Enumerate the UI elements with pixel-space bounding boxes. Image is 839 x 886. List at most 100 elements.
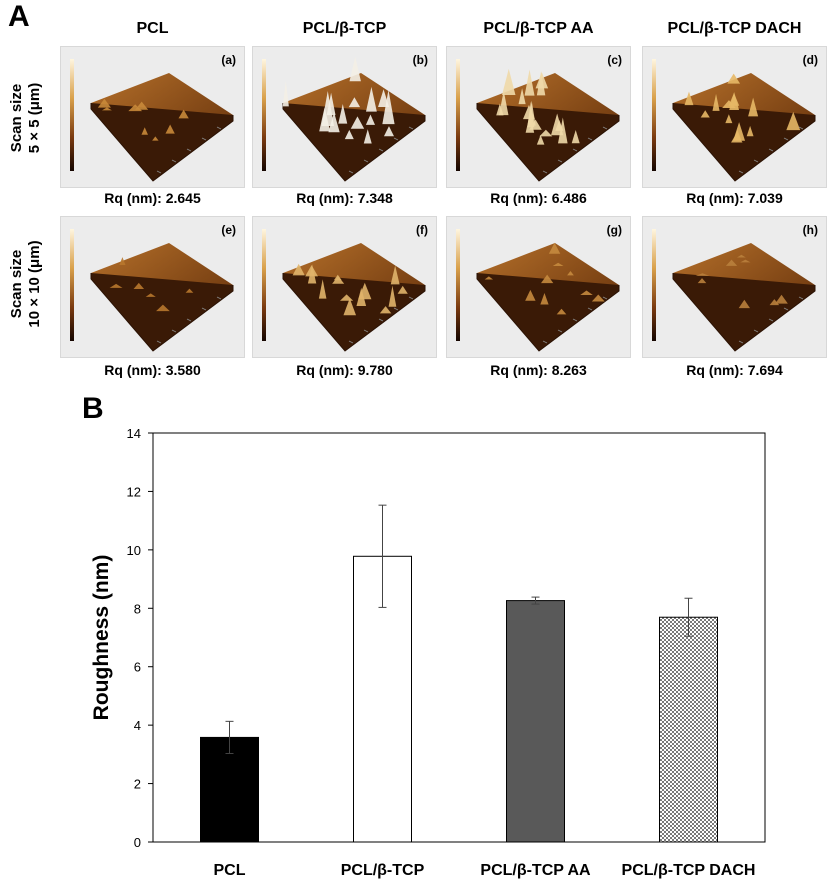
surface-peak <box>397 285 408 294</box>
afm-surface-plot <box>70 59 234 182</box>
afm-surface-image: (e) <box>60 216 245 358</box>
axis-tick <box>798 296 804 300</box>
y-tick-label: 12 <box>127 484 141 499</box>
surface-peak <box>535 72 549 89</box>
surface-peak <box>383 126 395 137</box>
color-scale-bar <box>456 59 460 171</box>
surface-peak <box>524 69 535 96</box>
surface-peak <box>552 262 564 266</box>
surface-peak <box>165 124 175 134</box>
axis-tick <box>201 137 207 141</box>
surface-peak <box>379 306 392 314</box>
axis-tick <box>738 340 744 344</box>
surface-edge <box>672 103 816 182</box>
surface-peak <box>378 89 390 108</box>
axis-tick <box>783 307 789 311</box>
rq-value-label: Rq (nm): 6.486 <box>490 190 587 206</box>
axis-tick <box>363 159 369 163</box>
afm-surface-plot <box>456 229 620 352</box>
surface-peak <box>349 56 361 82</box>
rq-value-label: Rq (nm): 7.694 <box>686 362 783 378</box>
surface-peak <box>101 107 112 111</box>
roughness-bar-chart: 0 2 4 6 8 10 12 14 Roughness (nm) PCL PCL/β-TCP PCL… <box>90 426 766 879</box>
afm-surface-plot <box>652 59 816 182</box>
surface-peak <box>548 242 561 254</box>
x-tick-label: PCL/β-TCP DACH <box>622 862 756 879</box>
surface-peak <box>305 265 319 277</box>
surface-peak <box>695 273 710 276</box>
rq-value-label: Rq (nm): 7.348 <box>296 190 393 206</box>
y-tick-label: 2 <box>134 777 141 792</box>
axis-tick <box>201 307 207 311</box>
surface-peak <box>525 289 536 301</box>
axis-tick <box>798 126 804 130</box>
y-tick-label: 0 <box>134 835 141 850</box>
axis-tick <box>348 170 354 174</box>
y-tick-label: 14 <box>127 426 141 441</box>
axis-tick <box>572 148 578 152</box>
y-tick-label: 6 <box>134 660 141 675</box>
x-tick-label: PCL <box>214 862 246 879</box>
color-scale-bar <box>262 59 266 171</box>
axis-tick <box>216 126 222 130</box>
axis-tick <box>186 318 192 322</box>
surface-peak <box>128 104 143 112</box>
surface-peak <box>712 93 720 111</box>
surface-peak <box>141 127 148 135</box>
tile-letter: (f) <box>416 223 428 237</box>
surface-peak <box>152 136 159 141</box>
plot-frame <box>152 432 766 843</box>
axis-tick <box>753 159 759 163</box>
surface-peak <box>133 282 145 290</box>
surface-peak <box>775 294 788 304</box>
surface-edge <box>282 103 426 182</box>
surface-peak <box>350 116 365 129</box>
surface-peak <box>558 117 568 144</box>
afm-surface-image: (f) <box>252 216 437 358</box>
surface-peak <box>541 274 554 284</box>
afm-surface-plot <box>262 229 426 352</box>
axis-tick <box>542 170 548 174</box>
surface-peak <box>748 97 759 117</box>
axis-tick <box>216 296 222 300</box>
surface-peak <box>556 308 567 315</box>
panel-b-letter: B <box>82 392 104 425</box>
rq-value-label: Rq (nm): 3.580 <box>104 362 201 378</box>
color-scale-bar <box>652 59 656 171</box>
axis-tick <box>408 126 414 130</box>
bar <box>659 616 718 843</box>
bar <box>506 600 565 843</box>
surface-edge <box>476 273 620 352</box>
rq-value-label: Rq (nm): 7.039 <box>686 190 783 206</box>
row-label-10um-line2: 10 × 10 (μm) <box>26 240 43 328</box>
surface-peak <box>340 294 354 301</box>
surface-peak <box>502 68 516 96</box>
surface-peak <box>318 279 327 299</box>
axis-tick <box>572 318 578 322</box>
tile-letter: (c) <box>607 53 622 67</box>
surface-edge <box>90 103 234 182</box>
column-heading-pcl-btcp-aa: PCL/β-TCP AA <box>483 20 594 37</box>
afm-surface-image: (b) <box>252 46 437 188</box>
afm-surface-plot <box>70 229 234 352</box>
surface-peak <box>733 122 746 141</box>
axis-tick <box>171 329 177 333</box>
surface-peak <box>365 86 377 112</box>
bar <box>200 736 259 843</box>
x-tick-label: PCL/β-TCP AA <box>480 862 591 879</box>
surface-peak <box>328 112 340 133</box>
axis-tick <box>393 137 399 141</box>
surface-peak <box>109 283 123 288</box>
row-label-5um: Scan size 5 × 5 (μm) <box>8 48 44 188</box>
afm-surface-plot <box>652 229 816 352</box>
axis-tick <box>738 170 744 174</box>
axis-tick <box>768 318 774 322</box>
surface-peak <box>729 92 740 111</box>
tile-letter: (d) <box>802 53 818 67</box>
surface-peak <box>348 97 361 108</box>
tile-letter: (e) <box>221 223 236 237</box>
surface-peak <box>738 299 750 309</box>
surface-peak <box>185 288 194 293</box>
surface-peak <box>156 304 170 312</box>
axis-tick <box>171 159 177 163</box>
